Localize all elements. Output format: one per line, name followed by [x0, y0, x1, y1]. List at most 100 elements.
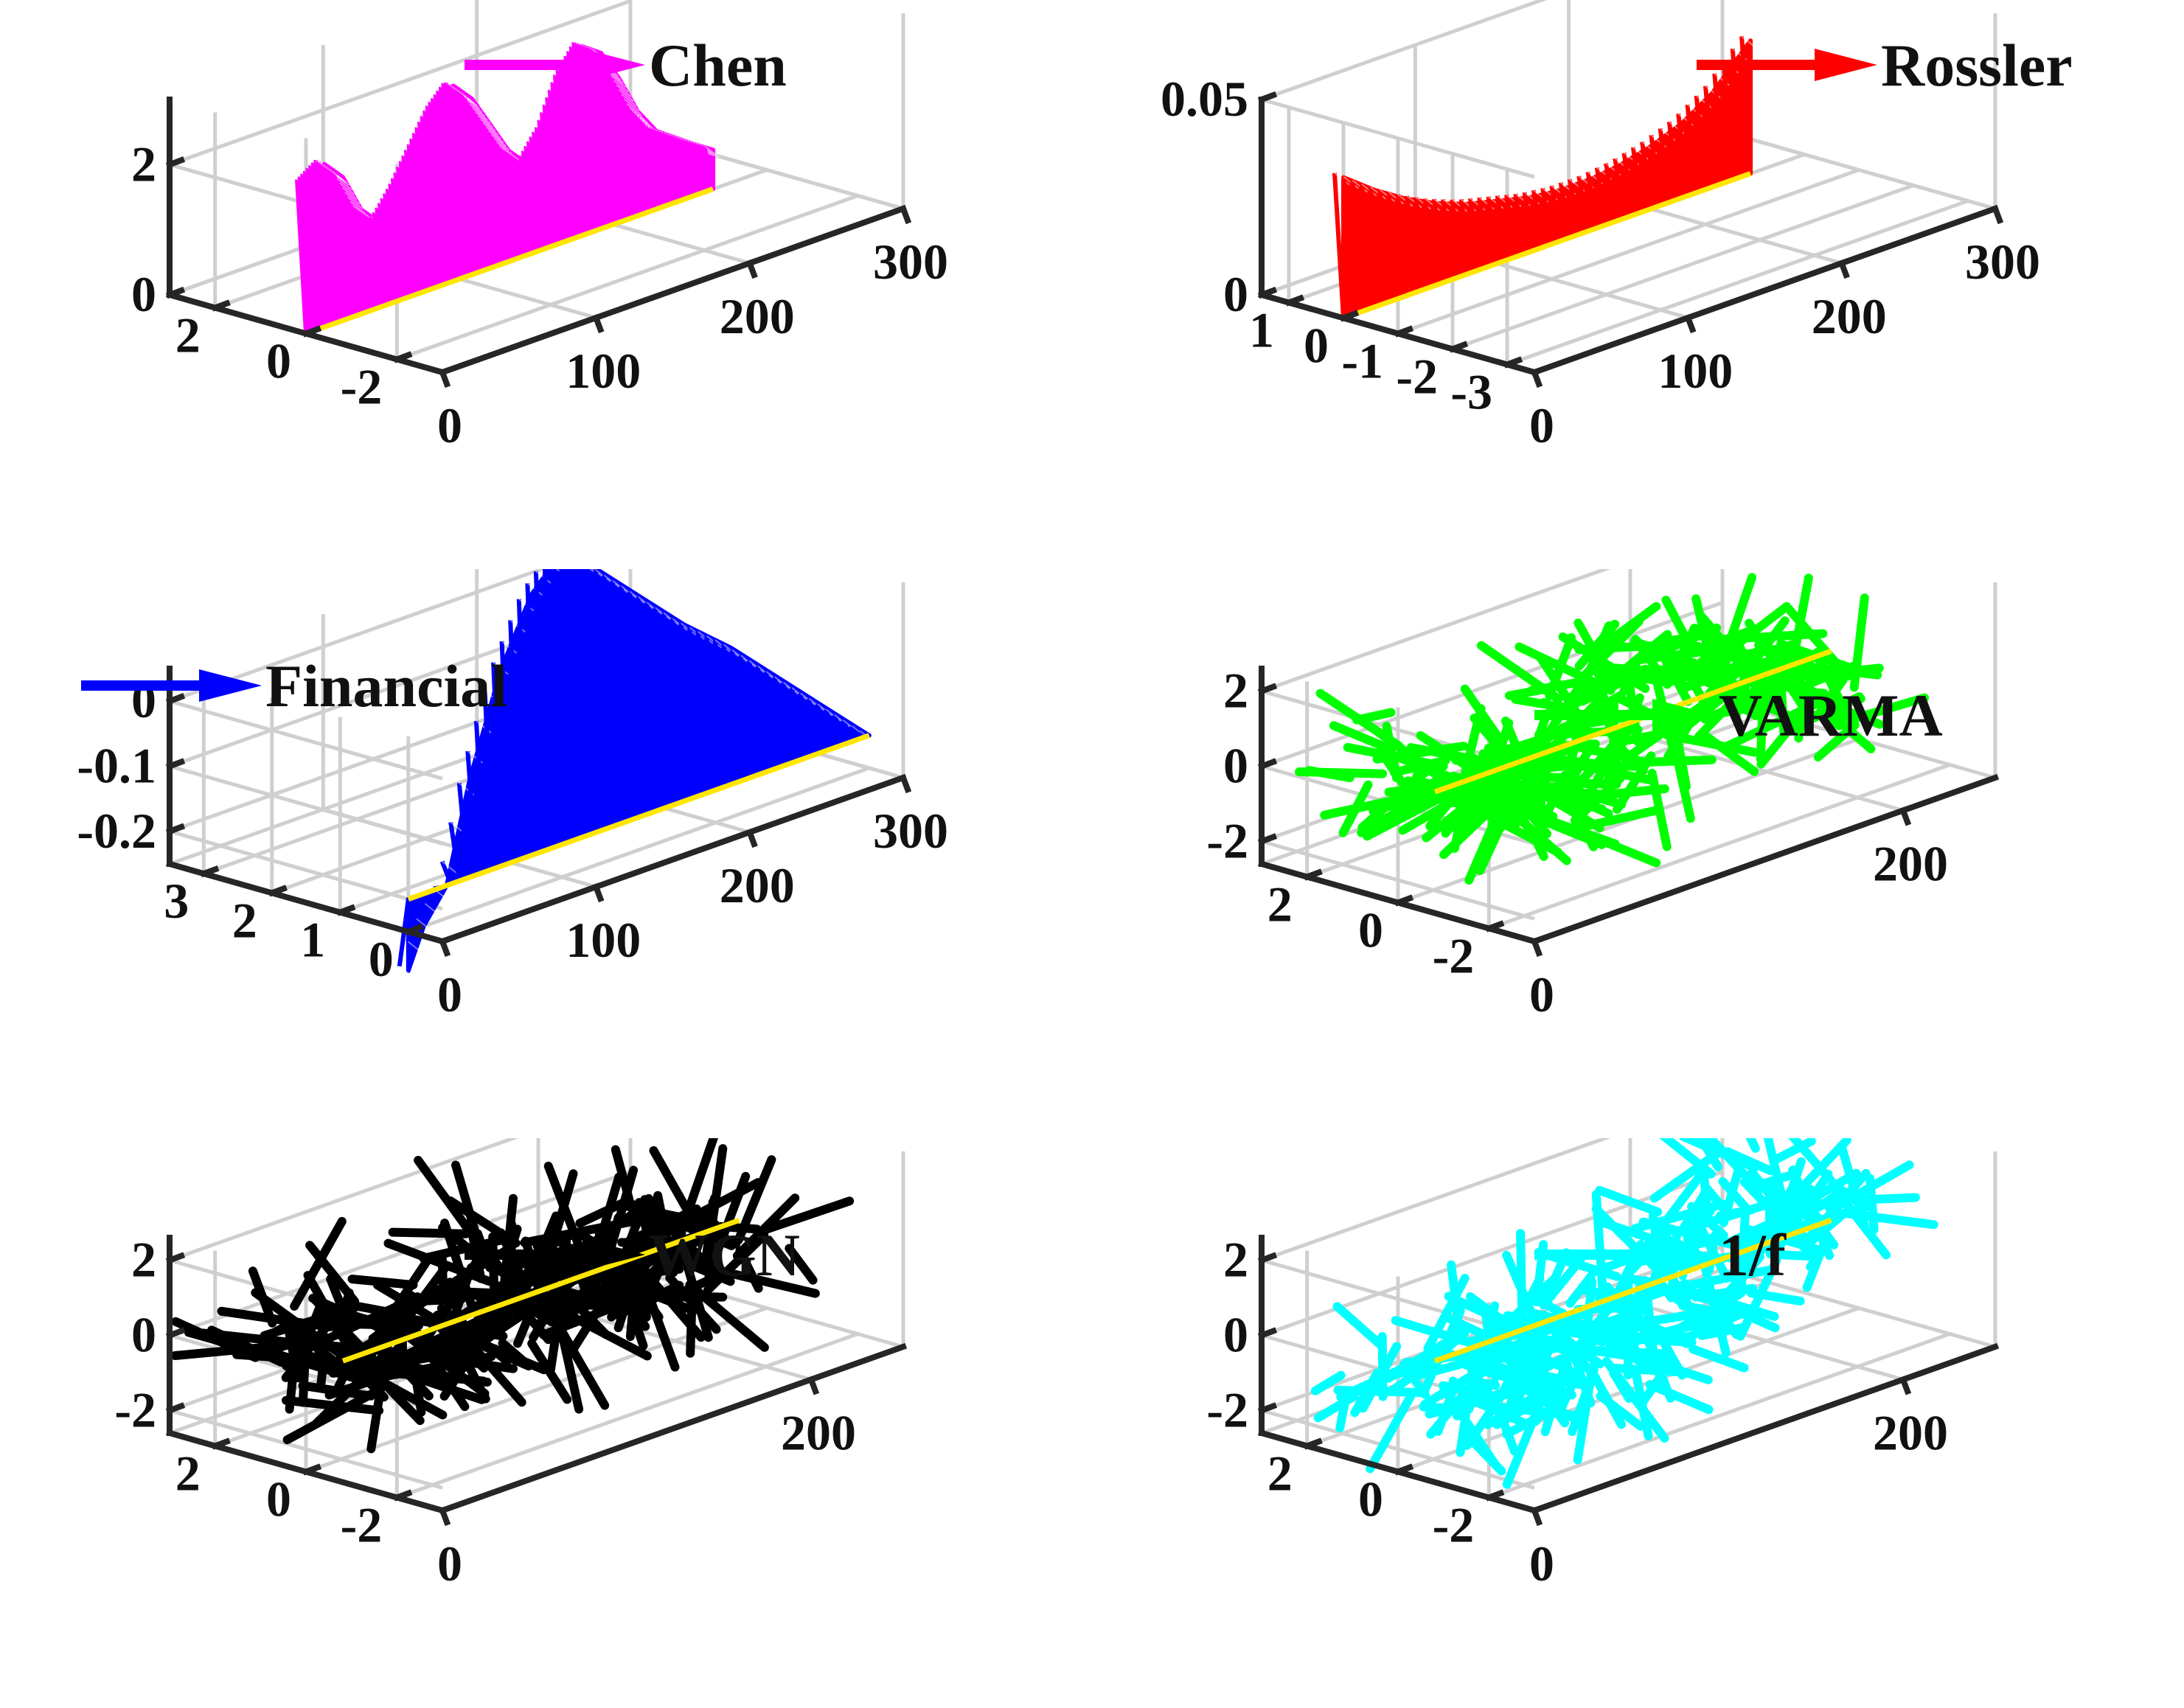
chen-x-axis — [438, 204, 908, 377]
financial-arrow — [781, 682, 795, 764]
one-over-f-y-tick-label: -2 — [1433, 1497, 1475, 1553]
chen-arrow — [433, 94, 447, 285]
varma-arrow — [1530, 785, 1604, 833]
chen-legend-arrowhead — [582, 49, 645, 81]
financial-arrow — [832, 714, 846, 745]
varma-tick-labels: 0 200 -2 0 2 -2 0 2 — [1206, 663, 1948, 1022]
financial-arrow — [499, 641, 513, 863]
varma-arrow — [1329, 721, 1394, 753]
chen-x-tick-label: 300 — [873, 234, 948, 290]
chen-axes — [165, 97, 912, 388]
one-over-f-y-tick — [1303, 1437, 1323, 1450]
chen-arrow — [321, 165, 335, 324]
financial-arrow — [508, 620, 522, 860]
chen-arrow — [667, 134, 681, 202]
financial-arrow — [687, 627, 701, 797]
varma-x-axis — [1530, 773, 2000, 946]
financial-arrow — [585, 569, 599, 833]
chen-arrow — [659, 131, 673, 205]
one-over-f-arrows — [1310, 1138, 1938, 1489]
financial-arrow — [713, 640, 726, 787]
chen-arrow — [454, 89, 468, 277]
rossler-arrow — [1413, 197, 1427, 290]
rossler-arrow — [1513, 193, 1527, 254]
rossler-arrow — [1721, 60, 1735, 181]
one-over-f-legend-label: 1/f — [1719, 1221, 1787, 1289]
wgn-y-tick-label: 0 — [266, 1471, 291, 1527]
varma-y-tick — [1303, 868, 1323, 881]
wgn-arrow — [184, 1328, 257, 1355]
one-over-f-arrow — [1609, 1368, 1634, 1403]
chen-y-tick-label: 0 — [266, 333, 291, 389]
one-over-f-x-tick — [1530, 1506, 1543, 1527]
chen-arrow — [348, 201, 362, 316]
one-over-f-arrow — [1838, 1208, 1938, 1230]
chen-arrow — [396, 166, 410, 299]
rossler-arrow — [1604, 163, 1618, 223]
wgn-x-tick-label: 0 — [437, 1536, 462, 1592]
one-over-f-arrow — [1751, 1170, 1798, 1191]
chen-arrow — [295, 179, 308, 334]
chen-arrow — [601, 63, 614, 226]
rossler-arrow — [1685, 104, 1699, 193]
chen-arrow — [608, 75, 622, 223]
chen-arrow-highlight — [333, 172, 350, 187]
chen-panel: 0 100 200 300 -2 0 2 0 2 Chen — [0, 0, 1092, 569]
wgn-arrow — [308, 1294, 401, 1340]
chen-arrow — [358, 211, 372, 311]
chen-arrow — [550, 82, 564, 243]
chen-x-tick — [592, 313, 605, 334]
one-over-f-grid-y — [1488, 1332, 1951, 1499]
chen-arrow — [401, 155, 415, 296]
one-over-f-arrow — [1568, 1365, 1599, 1436]
financial-y-tick — [268, 885, 288, 897]
chen-arrow-highlight — [336, 177, 352, 191]
chen-arrow — [574, 43, 588, 235]
varma-panel: 0 200 -2 0 2 -2 0 2 VARMA — [1092, 569, 2184, 1138]
varma-arrow — [1295, 767, 1388, 778]
wgn-z-tick — [165, 1327, 186, 1339]
varma-arrow — [1683, 661, 1725, 677]
rossler-arrow — [1441, 199, 1455, 280]
chen-arrow — [691, 142, 705, 194]
chen-arrow — [683, 139, 697, 196]
chen-arrow — [356, 209, 369, 313]
wgn-legend-label: WGN — [649, 1221, 800, 1289]
financial-z-tick — [165, 823, 186, 835]
rossler-arrow — [1359, 184, 1373, 309]
chen-arrow — [510, 155, 524, 257]
rossler-legend: Rossler — [1697, 32, 2073, 99]
rossler-arrow — [1613, 158, 1627, 219]
rossler-x-tick — [1684, 313, 1697, 334]
varma-arrow — [1484, 744, 1536, 806]
financial-arrow — [602, 575, 616, 827]
varma-arrow — [1441, 795, 1478, 838]
one-over-f-arrow — [1531, 1341, 1553, 1426]
financial-arrow — [414, 892, 428, 920]
chen-arrow — [484, 126, 498, 267]
chen-arrow-highlight — [613, 80, 630, 93]
wgn-arrow — [785, 1244, 818, 1285]
financial-arrow — [542, 569, 556, 848]
wgn-y-tick-label: -2 — [341, 1497, 383, 1553]
chen-baseline — [305, 187, 714, 336]
one-over-f-z-tick-label: 2 — [1223, 1232, 1248, 1288]
chen-arrow — [383, 193, 397, 303]
one-over-f-arrow — [1587, 1317, 1657, 1348]
chen-arrow — [656, 130, 670, 206]
financial-arrow — [551, 569, 565, 845]
chen-arrow-highlight — [490, 133, 507, 147]
varma-arrow — [1813, 720, 1860, 761]
one-over-f-arrow — [1778, 1138, 1851, 1213]
rossler-x-tick-label: 0 — [1529, 397, 1554, 453]
rossler-x-tick-label: 200 — [1812, 288, 1887, 344]
chen-arrow — [526, 141, 540, 252]
chen-arrow-highlight — [472, 107, 488, 121]
wgn-arrow — [347, 1275, 418, 1290]
varma-arrow — [1677, 685, 1738, 736]
one-over-f-arrow — [1596, 1217, 1655, 1243]
chen-arrow — [385, 188, 399, 302]
chen-arrow — [329, 171, 343, 321]
chen-arrow — [558, 65, 572, 240]
